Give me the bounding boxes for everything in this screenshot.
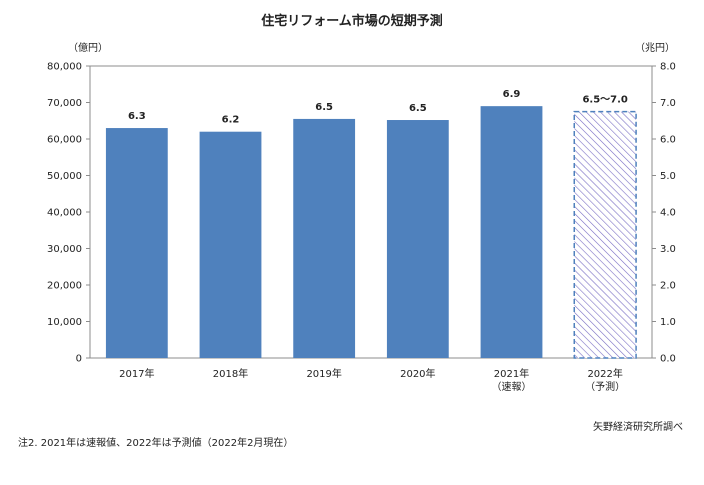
right-tick-label: 7.0: [660, 98, 676, 109]
bar-value-label: 6.3: [128, 111, 146, 122]
category-label: 2017年: [119, 367, 154, 380]
category-label: 2021年: [494, 367, 529, 380]
plot-area: [89, 65, 653, 359]
category-sublabel: （速報）: [492, 381, 532, 393]
footnote: 注2. 2021年は速報値、2022年は予測値（2022年2月現在）: [18, 436, 293, 449]
bar-value-label: 6.5: [315, 102, 333, 113]
category-label: 2022年: [587, 367, 622, 380]
category-labels: 2017年 2018年 2019年 2020年 2021年（速報） 2022年（予測）: [119, 367, 625, 393]
bar: [293, 118, 356, 358]
left-tick-label: 50,000: [47, 171, 82, 182]
bar-value-label: 6.9: [503, 89, 521, 100]
plot-frame: [89, 65, 653, 359]
bar-value-label: 6.5〜7.0: [582, 95, 627, 106]
chart-title: 住宅リフォーム市場の短期予測: [261, 13, 443, 29]
right-tick-label: 2.0: [660, 281, 676, 292]
right-tick-label: 0.0: [660, 354, 676, 365]
bar: [386, 120, 449, 359]
bar: [480, 106, 543, 359]
bar-forecast: [573, 110, 637, 359]
category-label: 2020年: [400, 367, 435, 380]
left-tick-label: 60,000: [47, 135, 82, 146]
bar-value-label: 6.2: [222, 115, 240, 126]
left-axis-unit: （億円）: [68, 41, 108, 54]
bar: [105, 128, 168, 358]
right-tick-label: 4.0: [660, 208, 676, 219]
right-axis-unit: （兆円）: [635, 42, 675, 54]
left-tick-label: 40,000: [47, 208, 82, 219]
left-tick-label: 10,000: [47, 317, 82, 328]
right-tick-label: 5.0: [660, 171, 676, 182]
right-axis: 0.0 1.0 2.0 3.0 4.0 5.0 6.0 7.0 8.0: [652, 62, 676, 365]
right-tick-label: 8.0: [660, 62, 676, 73]
left-tick-label: 80,000: [47, 62, 82, 73]
bars: 6.3 6.2 6.5 6.5 6.9 6.5〜7.0: [105, 89, 637, 359]
bar-value-label: 6.5: [409, 103, 427, 114]
left-tick-label: 30,000: [47, 244, 82, 255]
right-tick-label: 6.0: [660, 135, 676, 146]
left-tick-label: 70,000: [47, 98, 82, 109]
category-sublabel: （予測）: [585, 380, 625, 393]
right-tick-label: 3.0: [660, 244, 676, 255]
bar: [199, 131, 262, 358]
category-label: 2018年: [213, 367, 248, 380]
left-tick-label: 20,000: [47, 281, 82, 292]
left-tick-label: 0: [76, 354, 82, 365]
source-credit: 矢野経済研究所調べ: [593, 420, 683, 433]
category-label: 2019年: [306, 367, 341, 380]
right-tick-label: 1.0: [660, 317, 676, 328]
left-axis: 0 10,000 20,000 30,000 40,000 50,000 60,000 70,…: [47, 62, 90, 365]
